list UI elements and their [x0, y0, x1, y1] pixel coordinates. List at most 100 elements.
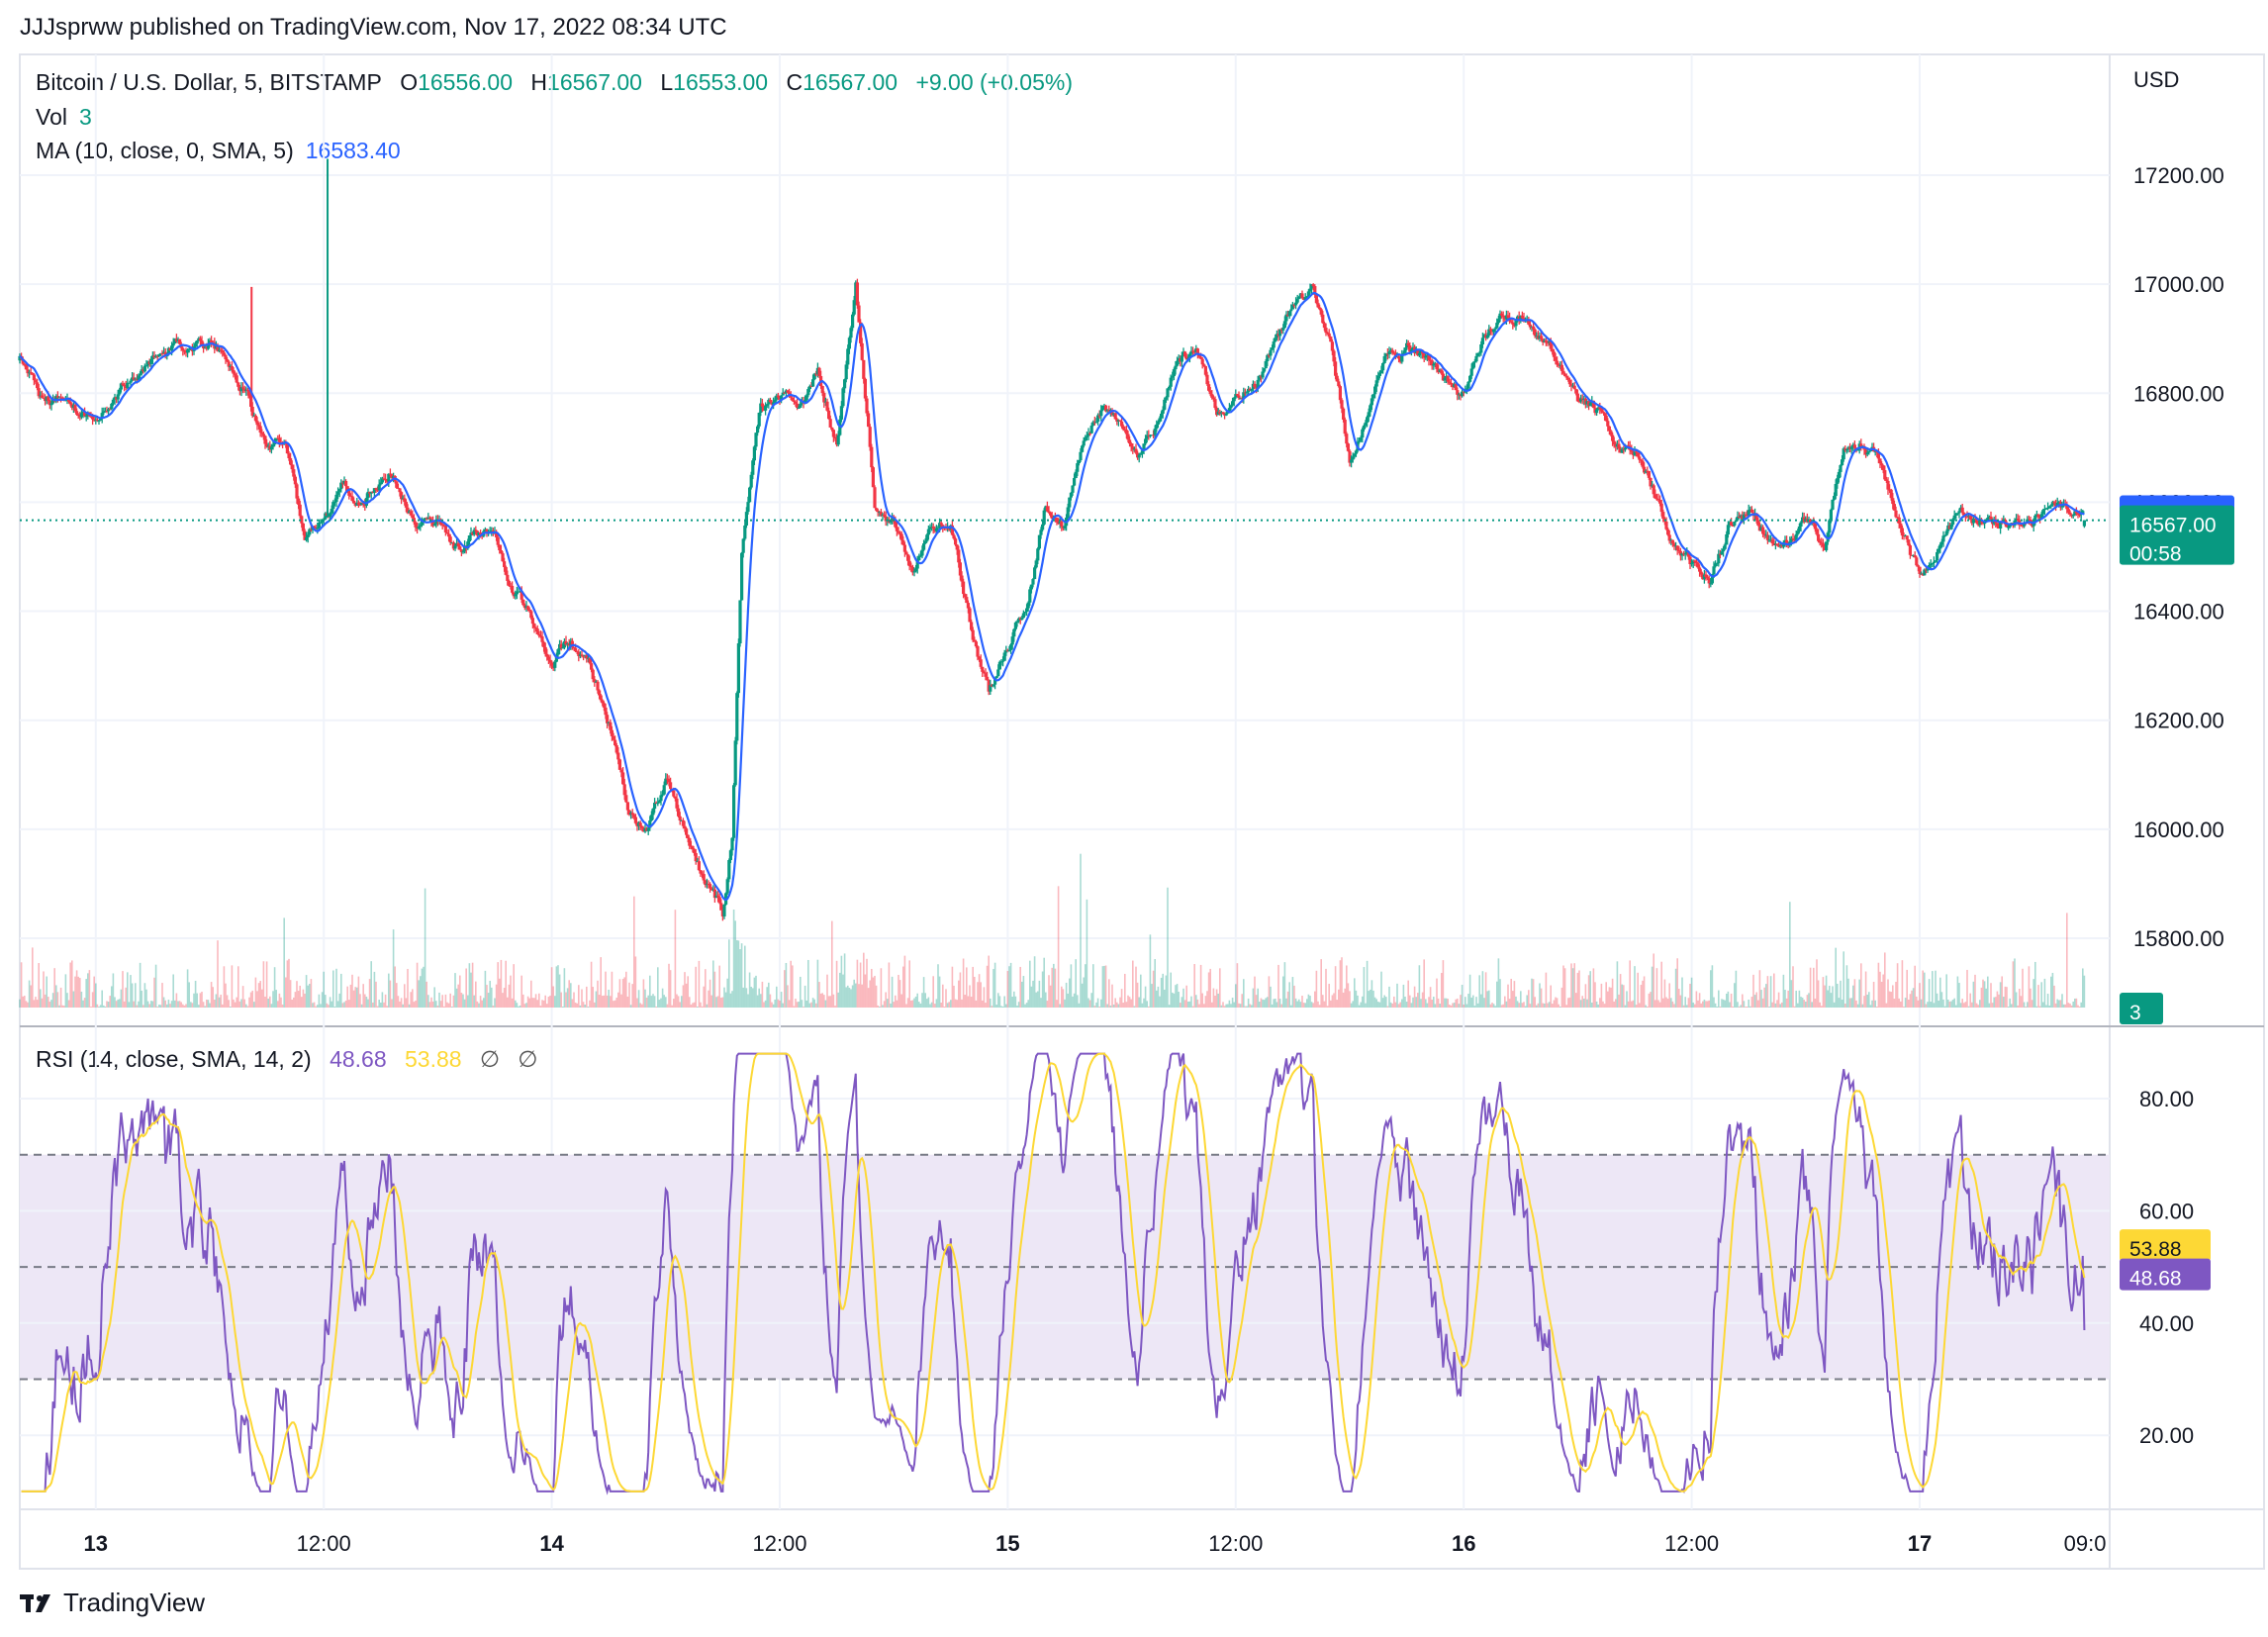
candle-body	[670, 788, 674, 791]
candle-body	[1717, 553, 1721, 564]
candle-body	[1153, 429, 1157, 435]
volume-bar	[530, 980, 532, 1008]
candle-body	[1802, 517, 1806, 523]
candle-body	[537, 633, 541, 636]
candle-body	[1971, 519, 1975, 524]
ma-legend[interactable]: MA (10, close, 0, SMA, 5) 16583.40	[36, 138, 413, 164]
candle-body	[974, 641, 978, 647]
volume-bar	[1078, 1003, 1081, 1008]
candle-body	[224, 354, 228, 360]
volume-bar	[362, 984, 364, 1008]
candle-body	[1100, 405, 1104, 411]
volume-bar	[1386, 1006, 1389, 1008]
volume-bar	[1613, 1001, 1615, 1008]
volume-bar	[223, 966, 226, 1008]
candle-body	[1441, 373, 1445, 381]
volume-bar	[681, 996, 683, 1008]
candle-body	[748, 487, 752, 503]
candle-body	[99, 418, 103, 421]
volume-bar	[1006, 971, 1009, 1008]
volume-bar	[1000, 1006, 1002, 1008]
candle-body	[1852, 444, 1856, 448]
candle-body	[2015, 519, 2019, 521]
volume-bar	[1412, 997, 1414, 1008]
volume-bar	[1521, 1003, 1524, 1008]
candle-body	[1055, 518, 1059, 523]
candle-body	[1456, 390, 1460, 395]
volume-bar	[761, 981, 764, 1008]
volume-bar	[404, 984, 406, 1008]
candle-body	[952, 534, 956, 539]
candle-body	[113, 397, 117, 400]
volume-bar	[669, 970, 672, 1008]
volume-bar	[384, 994, 387, 1008]
candle-body	[1174, 365, 1178, 370]
volume-bar	[1465, 997, 1466, 1008]
candle-body	[1319, 309, 1323, 315]
candle-body	[424, 518, 427, 520]
candle-body	[142, 365, 146, 372]
volume-bar	[1863, 996, 1865, 1008]
symbol-name[interactable]: Bitcoin / U.S. Dollar, 5, BITSTAMP	[36, 69, 382, 95]
candle-body	[830, 427, 834, 431]
volume-bar	[318, 994, 321, 1008]
candle-body	[1975, 520, 1979, 524]
candle-body	[601, 700, 605, 704]
volume-bar	[251, 990, 253, 1008]
candle-body	[522, 605, 526, 609]
candle-body	[1047, 511, 1051, 514]
volume-bar	[732, 910, 735, 1008]
candle-body	[1310, 284, 1314, 289]
candle-body	[1313, 286, 1317, 295]
volume-bar	[1254, 976, 1256, 1008]
volume-bar	[365, 997, 368, 1008]
volume-legend[interactable]: Vol 3	[36, 104, 104, 131]
volume-bar	[122, 971, 124, 1008]
candle-body	[2081, 511, 2085, 515]
volume-bar	[966, 967, 968, 1008]
candle-body	[281, 443, 285, 445]
rsi-legend[interactable]: RSI (14, close, SMA, 14, 2) 48.68 53.88 …	[36, 1046, 549, 1073]
candle-body	[925, 534, 929, 541]
candle-body	[1487, 329, 1491, 337]
volume-bar	[1480, 994, 1482, 1008]
candle-body	[1282, 321, 1286, 329]
candle-body	[752, 446, 756, 461]
candle-body	[922, 543, 926, 550]
candle-body	[316, 528, 320, 530]
candle-body	[1251, 383, 1255, 389]
candle-body	[1158, 418, 1162, 423]
volume-bar	[1908, 999, 1910, 1008]
volume-bar	[2082, 968, 2084, 1008]
tradingview-logo[interactable]: TradingView	[20, 1588, 205, 1618]
candle-body	[1477, 352, 1481, 354]
volume-bar	[1700, 1003, 1702, 1008]
candle-body	[788, 392, 792, 395]
volume-bar	[281, 1004, 284, 1008]
volume-bar	[63, 1006, 65, 1008]
candle-body	[574, 647, 578, 652]
volume-bar	[1368, 991, 1370, 1008]
volume-bar	[1233, 1002, 1235, 1008]
candle-body	[627, 810, 631, 816]
candle-body	[297, 498, 301, 505]
volume-bar	[185, 1004, 187, 1008]
volume-bar	[56, 992, 59, 1008]
candle-body	[247, 391, 251, 399]
volume-bar	[328, 1005, 330, 1008]
candle-body	[897, 530, 900, 533]
time-tick-label: 14	[539, 1531, 564, 1556]
candle-body	[241, 387, 245, 389]
volume-bar	[938, 976, 941, 1008]
candle-body	[1382, 355, 1386, 363]
candle-body	[614, 745, 618, 753]
volume-bar	[1586, 999, 1588, 1008]
candle-body	[1857, 443, 1861, 450]
volume-bar	[1401, 999, 1403, 1008]
volume-bar	[259, 981, 261, 1008]
volume-bar	[1774, 1003, 1777, 1008]
volume-bar	[910, 1000, 912, 1008]
candle-body	[973, 639, 977, 642]
candle-body	[1559, 364, 1563, 371]
